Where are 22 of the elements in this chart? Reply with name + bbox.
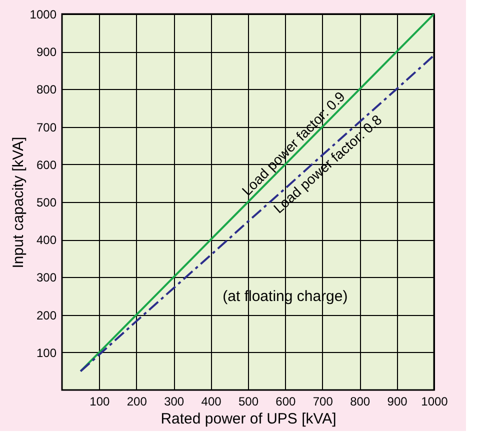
y-tick-label: 600 — [36, 158, 57, 172]
x-axis-title: Rated power of UPS [kVA] — [160, 410, 336, 428]
y-tick-label: 400 — [36, 233, 57, 248]
x-tick-label: 300 — [164, 394, 184, 408]
y-axis-title: Input capacity [kVA] — [10, 136, 27, 268]
x-tick-label: 800 — [350, 394, 370, 408]
y-tick-label: 900 — [36, 45, 57, 60]
x-tick-label: 1000 — [421, 394, 448, 408]
y-tick-label: 200 — [36, 308, 57, 322]
y-tick-label: 300 — [36, 270, 57, 285]
y-tick-label: 500 — [36, 196, 57, 210]
x-tick-label: 200 — [126, 394, 148, 408]
x-tick-label: 900 — [387, 394, 408, 408]
y-tick-label: 700 — [36, 120, 57, 134]
y-tick-label: 1000 — [30, 8, 57, 22]
y-tick-label: 800 — [36, 82, 57, 97]
x-tick-label: 400 — [201, 394, 222, 408]
y-tick-label: 100 — [36, 346, 57, 360]
x-tick-label: 600 — [276, 394, 296, 408]
x-tick-label: 700 — [312, 394, 334, 408]
x-tick-label: 500 — [238, 394, 259, 408]
x-tick-label: 100 — [90, 394, 110, 408]
